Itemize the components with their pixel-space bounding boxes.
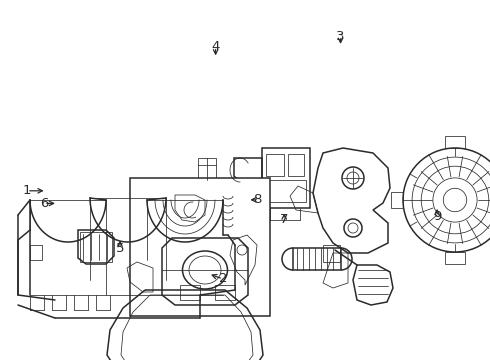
Bar — [293, 248, 341, 270]
Bar — [445, 136, 465, 148]
Text: 3: 3 — [336, 30, 345, 42]
Bar — [215, 285, 235, 300]
Text: 6: 6 — [40, 197, 49, 210]
Bar — [266, 154, 284, 176]
Bar — [391, 192, 403, 208]
Bar — [80, 232, 112, 262]
Bar — [445, 252, 465, 264]
Text: 5: 5 — [116, 242, 124, 255]
Text: 8: 8 — [253, 193, 262, 206]
Text: 9: 9 — [433, 210, 441, 222]
Bar — [266, 180, 306, 202]
Text: 2: 2 — [219, 273, 227, 285]
Bar — [30, 245, 42, 260]
Text: 1: 1 — [23, 184, 31, 197]
Bar — [130, 178, 270, 316]
Text: 4: 4 — [211, 40, 220, 53]
Bar — [180, 285, 200, 300]
Bar — [262, 148, 310, 208]
Text: 7: 7 — [280, 213, 289, 226]
Bar — [198, 158, 216, 180]
Bar — [288, 154, 304, 176]
